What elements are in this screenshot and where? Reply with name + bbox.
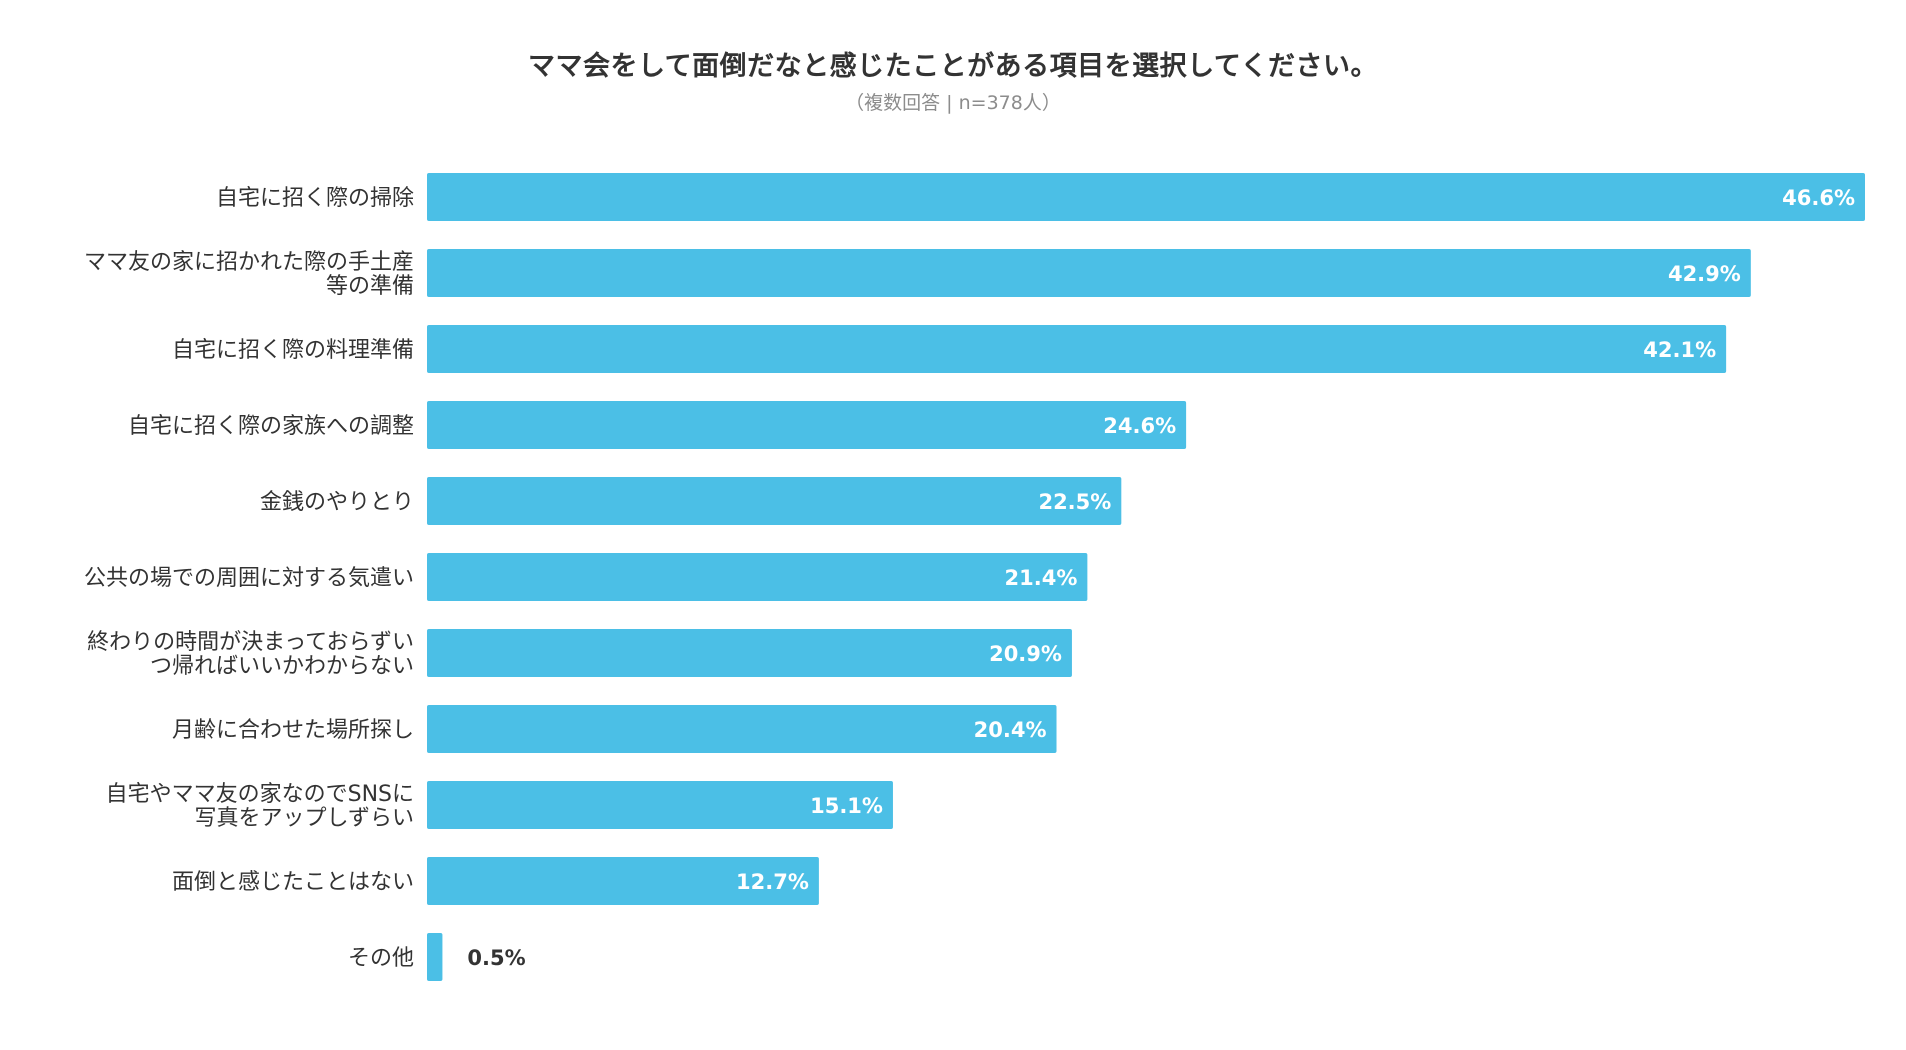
- bar: [427, 781, 893, 829]
- category-label: 金銭のやりとり: [260, 490, 414, 515]
- bar: [427, 325, 1727, 373]
- category-label: ママ友の家に招かれた際の手土産等の準備: [84, 250, 414, 299]
- category-label: 自宅に招く際の料理準備: [172, 338, 414, 363]
- category-label: 自宅に招く際の家族への調整: [128, 414, 414, 439]
- value-label: 46.6%: [1782, 186, 1855, 210]
- value-label: 12.7%: [736, 870, 809, 894]
- category-label: 自宅に招く際の掃除: [216, 186, 414, 211]
- bar: [427, 173, 1865, 221]
- value-label: 21.4%: [1005, 566, 1078, 590]
- value-label: 20.9%: [989, 642, 1062, 666]
- value-label: 22.5%: [1038, 490, 1111, 514]
- category-label: 面倒と感じたことはない: [172, 870, 414, 895]
- category-label: 公共の場での周囲に対する気遣い: [84, 566, 414, 591]
- value-label: 42.9%: [1668, 262, 1741, 286]
- category-label: その他: [348, 946, 414, 971]
- bar: [427, 477, 1122, 525]
- value-label: 15.1%: [810, 794, 883, 818]
- bar: [427, 629, 1072, 677]
- value-label: 24.6%: [1103, 414, 1176, 438]
- chart-subtitle: （複数回答 | n=378人）: [845, 92, 1061, 114]
- value-label: 20.4%: [974, 718, 1047, 742]
- bar: [427, 553, 1088, 601]
- bar: [427, 857, 819, 905]
- value-label: 0.5%: [467, 946, 525, 970]
- bar: [427, 705, 1057, 753]
- value-label: 42.1%: [1643, 338, 1716, 362]
- bar: [427, 249, 1751, 297]
- bar: [427, 933, 443, 981]
- category-label: 終わりの時間が決まっておらずいつ帰ればいいかわからない: [87, 630, 414, 679]
- bar: [427, 401, 1187, 449]
- chart-title: ママ会をして面倒だなと感じたことがある項目を選択してください。: [527, 51, 1379, 82]
- category-label: 自宅やママ友の家なのでSNSに写真をアップしずらい: [106, 782, 414, 831]
- category-label: 月齢に合わせた場所探し: [172, 718, 414, 743]
